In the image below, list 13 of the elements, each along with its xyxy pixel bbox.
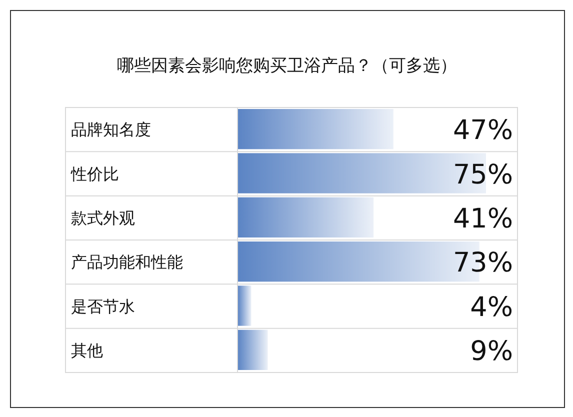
y-tick-label: 性价比 — [70, 164, 119, 184]
chart-title: 哪些因素会影响您购买卫浴产品？（可多选） — [117, 56, 457, 76]
data-label: 47% — [452, 115, 513, 146]
y-tick-label: 是否节水 — [71, 296, 135, 316]
data-label: 41% — [452, 203, 513, 234]
y-tick-label: 产品功能和性能 — [71, 252, 183, 272]
data-label: 75% — [452, 159, 513, 190]
y-tick-label: 其他 — [71, 340, 103, 360]
y-tick-label: 款式外观 — [71, 208, 135, 228]
data-label: 4% — [470, 292, 513, 323]
y-tick-label: 品牌知名度 — [71, 120, 151, 140]
data-label: 9% — [470, 336, 513, 367]
data-label: 73% — [452, 248, 513, 279]
